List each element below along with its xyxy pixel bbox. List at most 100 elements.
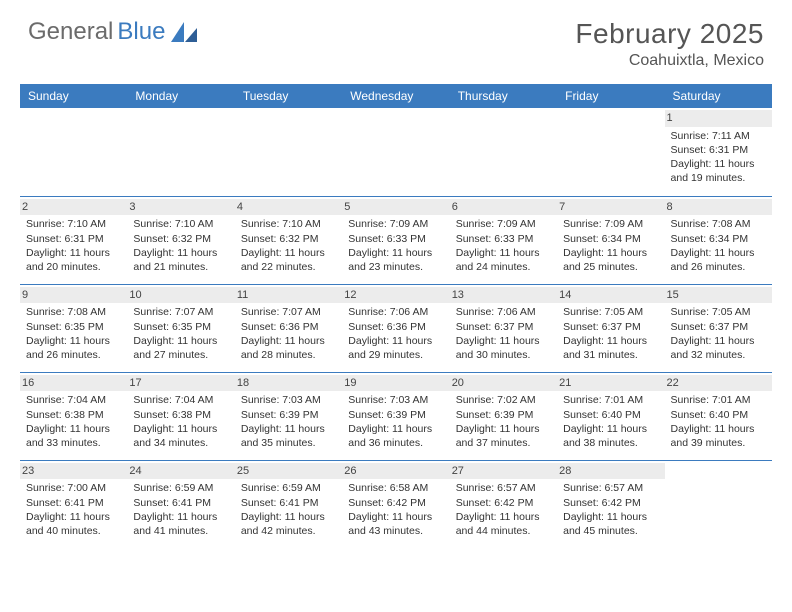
daylight-text: Daylight: 11 hours and 41 minutes.	[133, 510, 230, 538]
day-number: 27	[450, 463, 557, 480]
logo: GeneralBlue	[28, 18, 197, 46]
sunset-text: Sunset: 6:32 PM	[241, 232, 338, 246]
day-number: 20	[450, 375, 557, 392]
day-number: 21	[557, 375, 664, 392]
sunrise-text: Sunrise: 6:57 AM	[563, 481, 660, 495]
weekday-header: Friday	[557, 84, 664, 108]
calendar-week-row: 2Sunrise: 7:10 AMSunset: 6:31 PMDaylight…	[20, 196, 772, 284]
calendar-week-row: 1Sunrise: 7:11 AMSunset: 6:31 PMDaylight…	[20, 108, 772, 196]
calendar-day-cell: 1Sunrise: 7:11 AMSunset: 6:31 PMDaylight…	[665, 108, 772, 196]
sunrise-text: Sunrise: 7:05 AM	[671, 305, 768, 319]
daylight-text: Daylight: 11 hours and 26 minutes.	[671, 246, 768, 274]
calendar-day-cell: 3Sunrise: 7:10 AMSunset: 6:32 PMDaylight…	[127, 196, 234, 284]
day-number: 16	[20, 375, 127, 392]
day-number: 4	[235, 199, 342, 216]
calendar-day-cell: 17Sunrise: 7:04 AMSunset: 6:38 PMDayligh…	[127, 372, 234, 460]
daylight-text: Daylight: 11 hours and 38 minutes.	[563, 422, 660, 450]
weekday-header: Sunday	[20, 84, 127, 108]
calendar-day-cell: 8Sunrise: 7:08 AMSunset: 6:34 PMDaylight…	[665, 196, 772, 284]
calendar-day-cell: 14Sunrise: 7:05 AMSunset: 6:37 PMDayligh…	[557, 284, 664, 372]
day-number: 19	[342, 375, 449, 392]
calendar-day-cell: 12Sunrise: 7:06 AMSunset: 6:36 PMDayligh…	[342, 284, 449, 372]
day-details: Sunrise: 6:57 AMSunset: 6:42 PMDaylight:…	[454, 481, 553, 538]
day-number: 18	[235, 375, 342, 392]
sunset-text: Sunset: 6:42 PM	[348, 496, 445, 510]
daylight-text: Daylight: 11 hours and 36 minutes.	[348, 422, 445, 450]
daylight-text: Daylight: 11 hours and 44 minutes.	[456, 510, 553, 538]
day-number: 12	[342, 287, 449, 304]
daylight-text: Daylight: 11 hours and 25 minutes.	[563, 246, 660, 274]
day-details: Sunrise: 7:10 AMSunset: 6:31 PMDaylight:…	[24, 217, 123, 274]
daylight-text: Daylight: 11 hours and 37 minutes.	[456, 422, 553, 450]
day-number: 24	[127, 463, 234, 480]
calendar-day-cell: 15Sunrise: 7:05 AMSunset: 6:37 PMDayligh…	[665, 284, 772, 372]
calendar-day-cell	[557, 108, 664, 196]
daylight-text: Daylight: 11 hours and 31 minutes.	[563, 334, 660, 362]
sunset-text: Sunset: 6:41 PM	[26, 496, 123, 510]
daylight-text: Daylight: 11 hours and 21 minutes.	[133, 246, 230, 274]
daylight-text: Daylight: 11 hours and 27 minutes.	[133, 334, 230, 362]
calendar-day-cell: 16Sunrise: 7:04 AMSunset: 6:38 PMDayligh…	[20, 372, 127, 460]
calendar-day-cell	[342, 108, 449, 196]
calendar-day-cell	[235, 108, 342, 196]
calendar-day-cell: 4Sunrise: 7:10 AMSunset: 6:32 PMDaylight…	[235, 196, 342, 284]
sunset-text: Sunset: 6:33 PM	[348, 232, 445, 246]
daylight-text: Daylight: 11 hours and 32 minutes.	[671, 334, 768, 362]
sunrise-text: Sunrise: 7:02 AM	[456, 393, 553, 407]
calendar-day-cell: 26Sunrise: 6:58 AMSunset: 6:42 PMDayligh…	[342, 460, 449, 548]
calendar-day-cell: 28Sunrise: 6:57 AMSunset: 6:42 PMDayligh…	[557, 460, 664, 548]
weekday-header: Saturday	[665, 84, 772, 108]
day-details: Sunrise: 6:58 AMSunset: 6:42 PMDaylight:…	[346, 481, 445, 538]
calendar-day-cell: 27Sunrise: 6:57 AMSunset: 6:42 PMDayligh…	[450, 460, 557, 548]
day-number: 10	[127, 287, 234, 304]
sunrise-text: Sunrise: 6:59 AM	[133, 481, 230, 495]
sunset-text: Sunset: 6:37 PM	[456, 320, 553, 334]
sunrise-text: Sunrise: 7:01 AM	[671, 393, 768, 407]
day-number: 14	[557, 287, 664, 304]
daylight-text: Daylight: 11 hours and 42 minutes.	[241, 510, 338, 538]
calendar-day-cell: 13Sunrise: 7:06 AMSunset: 6:37 PMDayligh…	[450, 284, 557, 372]
calendar-day-cell: 19Sunrise: 7:03 AMSunset: 6:39 PMDayligh…	[342, 372, 449, 460]
logo-sail-icon	[171, 22, 197, 42]
sunset-text: Sunset: 6:31 PM	[26, 232, 123, 246]
logo-text-blue: Blue	[117, 18, 165, 46]
day-details: Sunrise: 7:03 AMSunset: 6:39 PMDaylight:…	[346, 393, 445, 450]
day-number: 13	[450, 287, 557, 304]
day-details: Sunrise: 7:07 AMSunset: 6:35 PMDaylight:…	[131, 305, 230, 362]
day-number: 8	[665, 199, 772, 216]
day-number: 22	[665, 375, 772, 392]
day-details: Sunrise: 7:07 AMSunset: 6:36 PMDaylight:…	[239, 305, 338, 362]
weekday-header: Tuesday	[235, 84, 342, 108]
day-details: Sunrise: 7:05 AMSunset: 6:37 PMDaylight:…	[561, 305, 660, 362]
weekday-header: Thursday	[450, 84, 557, 108]
day-number: 26	[342, 463, 449, 480]
sunset-text: Sunset: 6:35 PM	[133, 320, 230, 334]
calendar-day-cell: 5Sunrise: 7:09 AMSunset: 6:33 PMDaylight…	[342, 196, 449, 284]
calendar-week-row: 9Sunrise: 7:08 AMSunset: 6:35 PMDaylight…	[20, 284, 772, 372]
daylight-text: Daylight: 11 hours and 29 minutes.	[348, 334, 445, 362]
sunset-text: Sunset: 6:37 PM	[671, 320, 768, 334]
sunset-text: Sunset: 6:42 PM	[563, 496, 660, 510]
day-details: Sunrise: 7:10 AMSunset: 6:32 PMDaylight:…	[131, 217, 230, 274]
sunrise-text: Sunrise: 7:10 AM	[133, 217, 230, 231]
daylight-text: Daylight: 11 hours and 26 minutes.	[26, 334, 123, 362]
sunset-text: Sunset: 6:39 PM	[241, 408, 338, 422]
calendar-table: Sunday Monday Tuesday Wednesday Thursday…	[20, 84, 772, 548]
sunrise-text: Sunrise: 7:09 AM	[456, 217, 553, 231]
sunset-text: Sunset: 6:34 PM	[671, 232, 768, 246]
logo-text-gray: General	[28, 18, 113, 46]
daylight-text: Daylight: 11 hours and 28 minutes.	[241, 334, 338, 362]
sunrise-text: Sunrise: 7:07 AM	[133, 305, 230, 319]
daylight-text: Daylight: 11 hours and 19 minutes.	[671, 157, 768, 185]
sunset-text: Sunset: 6:40 PM	[563, 408, 660, 422]
sunrise-text: Sunrise: 7:09 AM	[563, 217, 660, 231]
day-details: Sunrise: 7:05 AMSunset: 6:37 PMDaylight:…	[669, 305, 768, 362]
weekday-header-row: Sunday Monday Tuesday Wednesday Thursday…	[20, 84, 772, 108]
daylight-text: Daylight: 11 hours and 33 minutes.	[26, 422, 123, 450]
calendar-day-cell	[20, 108, 127, 196]
day-details: Sunrise: 6:59 AMSunset: 6:41 PMDaylight:…	[239, 481, 338, 538]
location-label: Coahuixtla, Mexico	[575, 52, 764, 70]
day-details: Sunrise: 6:57 AMSunset: 6:42 PMDaylight:…	[561, 481, 660, 538]
day-details: Sunrise: 7:09 AMSunset: 6:33 PMDaylight:…	[454, 217, 553, 274]
daylight-text: Daylight: 11 hours and 22 minutes.	[241, 246, 338, 274]
